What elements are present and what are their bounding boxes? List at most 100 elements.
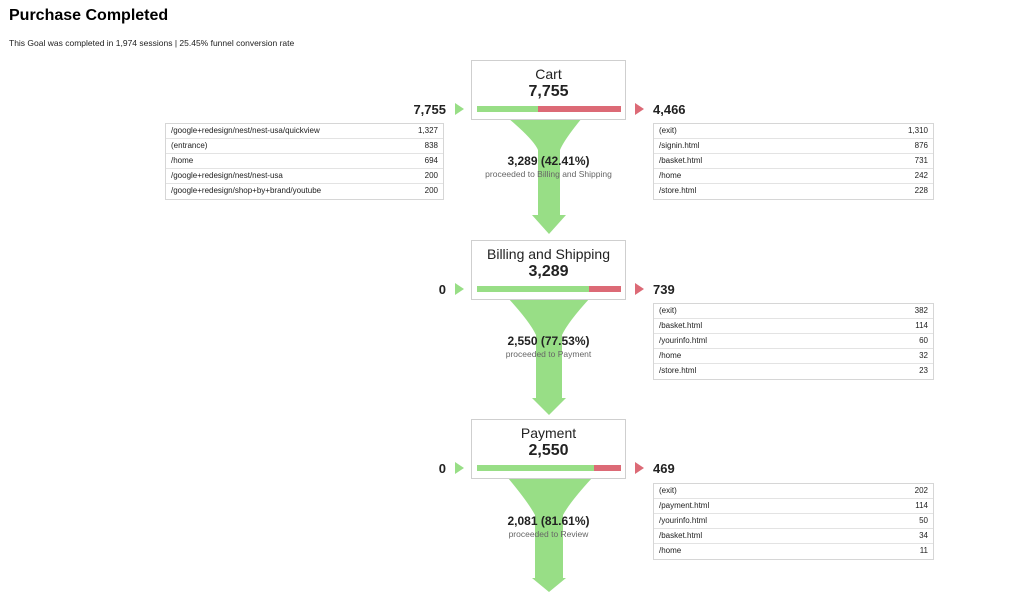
- row-count: 202: [914, 486, 928, 495]
- entrances-count: 7,755: [413, 102, 446, 117]
- exit-destinations-table: (exit) 1,310 /signin.html 876 /basket.html…: [653, 123, 934, 200]
- funnel-shape: [508, 118, 582, 234]
- table-row[interactable]: /store.html 23: [654, 364, 933, 379]
- table-row[interactable]: /basket.html 114: [654, 319, 933, 334]
- step-value: 7,755: [528, 83, 569, 100]
- table-row[interactable]: /basket.html 34: [654, 529, 933, 544]
- proceeded-label: proceeded to Payment: [505, 349, 592, 359]
- row-count: 50: [919, 516, 928, 525]
- row-path: /home: [659, 546, 682, 555]
- row-path: /yourinfo.html: [659, 336, 708, 345]
- row-count: 23: [919, 366, 928, 375]
- table-row[interactable]: /home 32: [654, 349, 933, 364]
- exit-destinations-table: (exit) 382 /basket.html 114 /yourinfo.html…: [653, 303, 934, 380]
- proceeded-label: proceeded to Billing and Shipping: [485, 169, 612, 179]
- table-row[interactable]: /google+redesign/nest/nest-usa 200: [166, 169, 443, 184]
- row-count: 1,310: [907, 126, 928, 135]
- table-row[interactable]: (exit) 202: [654, 484, 933, 499]
- row-path: /payment.html: [659, 501, 710, 510]
- row-path: (entrance): [171, 141, 208, 150]
- continue-bar: [477, 106, 538, 112]
- row-path: /home: [171, 156, 194, 165]
- row-path: /home: [659, 351, 682, 360]
- row-count: 32: [919, 351, 928, 360]
- exits-count: 469: [653, 461, 675, 476]
- table-row[interactable]: /yourinfo.html 50: [654, 514, 933, 529]
- entrances-count: 0: [438, 282, 446, 297]
- row-path: /signin.html: [659, 141, 700, 150]
- entrance-arrow-icon: [455, 462, 464, 474]
- entrance-sources-table: /google+redesign/nest/nest-usa/quickview…: [165, 123, 444, 200]
- row-count: 1,327: [417, 126, 438, 135]
- funnel-shape: [508, 478, 592, 592]
- step-value: 3,289: [528, 263, 569, 280]
- row-count: 114: [915, 321, 928, 330]
- exit-bar: [589, 286, 621, 292]
- row-count: 876: [914, 141, 928, 150]
- row-path: /basket.html: [659, 156, 703, 165]
- exit-destinations-table: (exit) 202 /payment.html 114 /yourinfo.htm…: [653, 483, 934, 560]
- exit-bar: [538, 106, 621, 112]
- page-title: Purchase Completed: [9, 7, 169, 24]
- proceeded-info: 2,081 (81.61%) proceeded to Review: [471, 514, 626, 539]
- row-path: /yourinfo.html: [659, 516, 708, 525]
- table-row[interactable]: (entrance) 838: [166, 139, 443, 154]
- row-path: /google+redesign/shop+by+brand/youtube: [171, 186, 322, 195]
- row-path: /basket.html: [659, 531, 703, 540]
- proceeded-label: proceeded to Review: [508, 529, 589, 539]
- row-count: 228: [914, 186, 928, 195]
- entrances-count: 0: [438, 461, 446, 476]
- row-path: /basket.html: [659, 321, 703, 330]
- row-count: 200: [424, 171, 438, 180]
- row-path: /google+redesign/nest/nest-usa/quickview: [171, 126, 320, 135]
- page-subtitle: This Goal was completed in 1,974 session…: [9, 38, 295, 48]
- row-path: /google+redesign/nest/nest-usa: [171, 171, 283, 180]
- row-path: /home: [659, 171, 682, 180]
- row-count: 34: [919, 531, 928, 540]
- funnel-shape: [508, 298, 590, 415]
- row-count: 11: [919, 546, 928, 555]
- row-count: 200: [424, 186, 438, 195]
- row-path: /store.html: [659, 366, 697, 375]
- proceeded-value: 2,550 (77.53%): [507, 334, 590, 348]
- proceeded-info: 3,289 (42.41%) proceeded to Billing and …: [471, 154, 626, 179]
- table-row[interactable]: /home 11: [654, 544, 933, 559]
- row-path: (exit): [659, 486, 677, 495]
- entrance-arrow-icon: [455, 103, 464, 115]
- table-row[interactable]: (exit) 382: [654, 304, 933, 319]
- exit-arrow-icon: [635, 103, 644, 115]
- row-count: 731: [914, 156, 928, 165]
- row-path: /store.html: [659, 186, 697, 195]
- table-row[interactable]: /store.html 228: [654, 184, 933, 199]
- row-count: 382: [914, 306, 928, 315]
- exit-arrow-icon: [635, 283, 644, 295]
- step-name: Cart: [535, 66, 562, 82]
- exit-bar: [594, 465, 621, 471]
- proceeded-value: 2,081 (81.61%): [507, 514, 590, 528]
- table-row[interactable]: (exit) 1,310: [654, 124, 933, 139]
- table-row[interactable]: /yourinfo.html 60: [654, 334, 933, 349]
- row-count: 838: [424, 141, 438, 150]
- proceeded-value: 3,289 (42.41%): [507, 154, 590, 168]
- row-path: (exit): [659, 126, 677, 135]
- row-path: (exit): [659, 306, 677, 315]
- exits-count: 739: [653, 282, 675, 297]
- row-count: 242: [914, 171, 928, 180]
- table-row[interactable]: /home 694: [166, 154, 443, 169]
- exits-count: 4,466: [653, 102, 686, 117]
- table-row[interactable]: /payment.html 114: [654, 499, 933, 514]
- table-row[interactable]: /basket.html 731: [654, 154, 933, 169]
- row-count: 60: [919, 336, 928, 345]
- table-row[interactable]: /signin.html 876: [654, 139, 933, 154]
- continue-bar: [477, 286, 589, 292]
- table-row[interactable]: /google+redesign/nest/nest-usa/quickview…: [166, 124, 443, 139]
- table-row[interactable]: /google+redesign/shop+by+brand/youtube 20…: [166, 184, 443, 199]
- exit-arrow-icon: [635, 462, 644, 474]
- table-row[interactable]: /home 242: [654, 169, 933, 184]
- row-count: 694: [424, 156, 438, 165]
- step-name: Billing and Shipping: [487, 246, 610, 262]
- row-count: 114: [915, 501, 928, 510]
- proceeded-info: 2,550 (77.53%) proceeded to Payment: [471, 334, 626, 359]
- step-value: 2,550: [528, 442, 569, 459]
